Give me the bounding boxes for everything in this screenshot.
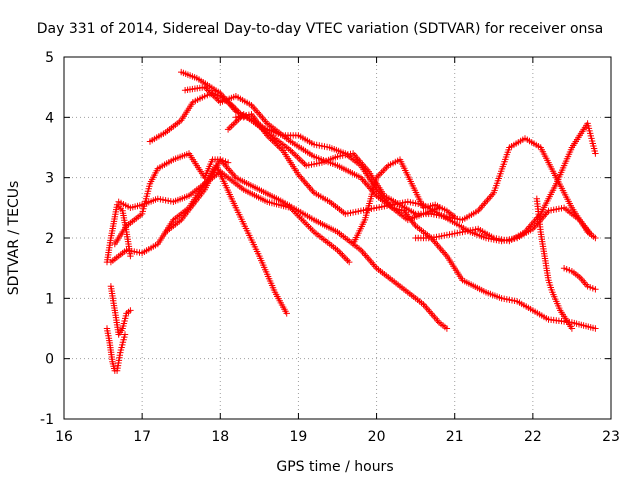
series-line	[415, 121, 597, 242]
x-tick-label: 19	[290, 429, 308, 445]
x-axis-label: GPS time / hours	[276, 459, 393, 475]
series-arc-3	[103, 325, 129, 374]
x-tick-label: 20	[368, 429, 386, 445]
y-axis-label: SDTVAR / TECUs	[6, 181, 22, 296]
y-tick-label: 1	[45, 291, 54, 307]
series-arc-13	[349, 156, 458, 248]
y-tick-label: 3	[45, 171, 54, 187]
data-point	[592, 234, 599, 242]
data-point	[127, 252, 134, 260]
data-point	[592, 325, 599, 332]
series-arc-14	[412, 120, 599, 245]
series-arc-16	[560, 265, 599, 293]
data-series	[103, 68, 599, 374]
data-point	[592, 150, 599, 157]
series-arc-5	[111, 150, 232, 248]
y-tick-label: 0	[45, 352, 54, 368]
y-tick-label: 2	[45, 231, 54, 247]
data-point	[443, 325, 451, 332]
series-arc-11	[224, 111, 599, 242]
series-arc-10	[181, 84, 599, 332]
y-tick-label: 4	[45, 110, 54, 126]
y-tick-label: 5	[45, 50, 54, 66]
data-point	[588, 231, 595, 239]
data-point	[121, 331, 129, 338]
data-point	[283, 310, 290, 317]
series-arc-15	[533, 195, 576, 332]
chart-title: Day 331 of 2014, Sidereal Day-to-day VTE…	[37, 21, 604, 37]
x-tick-label: 18	[211, 429, 229, 445]
x-tick-label: 16	[55, 429, 73, 445]
x-tick-label: 23	[602, 429, 620, 445]
series-arc-8	[162, 156, 451, 332]
data-point	[127, 307, 134, 314]
x-tick-label: 17	[133, 429, 151, 445]
y-tick-label: -1	[40, 412, 54, 428]
x-tick-label: 22	[524, 429, 542, 445]
data-point	[568, 325, 576, 332]
data-point	[451, 213, 458, 221]
data-point	[346, 258, 353, 266]
x-tick-label: 21	[446, 429, 464, 445]
data-point	[592, 286, 599, 293]
series-arc-2	[107, 283, 134, 338]
grid	[64, 57, 611, 419]
